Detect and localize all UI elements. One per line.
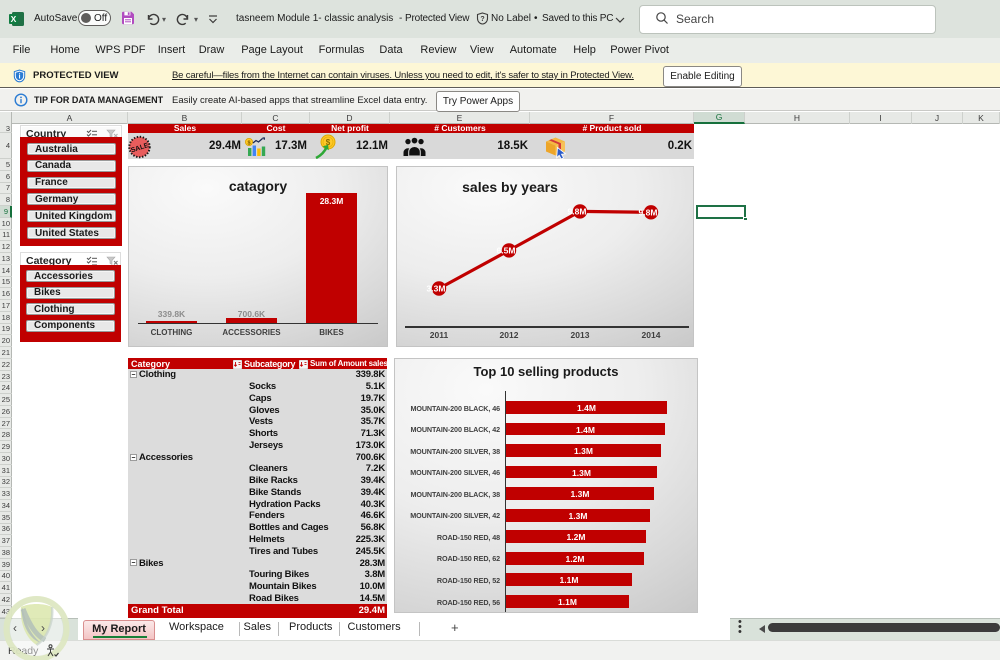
svg-text:$: $ <box>247 140 250 146</box>
svg-text:9.8M: 9.8M <box>568 206 587 216</box>
svg-text:i: i <box>18 71 20 80</box>
svg-text:X: X <box>11 14 17 24</box>
svg-text:3.3M: 3.3M <box>427 284 446 294</box>
svg-text:?: ? <box>480 16 484 23</box>
svg-text:6.5M: 6.5M <box>497 245 516 255</box>
svg-text:$: $ <box>326 138 331 147</box>
svg-text:9.8M: 9.8M <box>639 207 658 217</box>
